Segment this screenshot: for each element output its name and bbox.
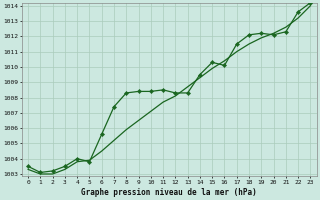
X-axis label: Graphe pression niveau de la mer (hPa): Graphe pression niveau de la mer (hPa)	[81, 188, 257, 197]
